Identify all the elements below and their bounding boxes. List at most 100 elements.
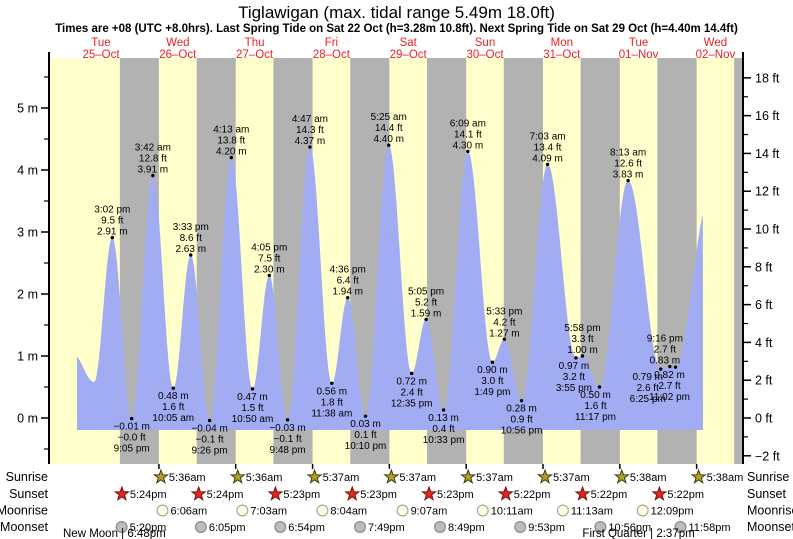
sunset-row-label: Sunset	[9, 487, 48, 501]
tide-annotation-high: 5:58 pm 3.3 ft 1.00 m	[564, 323, 600, 356]
tide-annotation-high: 4:47 am 14.3 ft 4.37 m	[292, 114, 328, 147]
tide-annotation-high: 5:25 am 14.4 ft 4.40 m	[371, 112, 407, 145]
sunrise-icon	[306, 468, 323, 484]
sunrise-time: 5:36am	[246, 472, 283, 484]
tide-annotation-low: 0.50 m 1.6 ft 11:17 pm	[575, 390, 616, 423]
tide-extreme-dot	[668, 364, 672, 369]
tide-extreme-dot	[659, 367, 663, 371]
tide-extreme-dot	[545, 162, 550, 167]
moonrise-time: 7:03am	[250, 506, 287, 518]
tide-annotation-high: 8:13 am 12.6 ft 3.83 m	[610, 148, 646, 181]
moonrise-icon	[396, 504, 409, 517]
day-label-date: 27–Oct	[236, 49, 274, 61]
right-axis-label: 18 ft	[755, 71, 780, 85]
moonrise-time: 9:07am	[411, 506, 448, 518]
tide-extreme-dot	[207, 418, 212, 423]
tide-annotation-high: 6:09 am 14.1 ft 4.30 m	[450, 118, 486, 151]
tide-annotation-low: 0.47 m 1.5 ft 10:50 am	[232, 392, 274, 425]
moonset-time: 6:54pm	[288, 522, 325, 534]
tide-annotation-high: 5:33 pm 4.2 ft 1.27 m	[486, 306, 522, 339]
tide-extreme-dot	[580, 354, 585, 358]
left-axis-label: 1 m	[17, 350, 38, 364]
moonset-icon	[434, 520, 447, 533]
moonset-time: 11:58pm	[688, 522, 730, 534]
tide-annotation-low: −0.01 m −0.0 ft 9:05 pm	[113, 422, 149, 455]
moonset-time: 9:53pm	[528, 522, 565, 534]
sunset-time: 5:24pm	[207, 489, 244, 501]
moon-phase-label: First Quarter | 2:37pm	[582, 528, 694, 539]
sunrise-icon	[152, 468, 170, 484]
tide-extreme-dot	[490, 360, 495, 364]
moonset-icon	[514, 520, 527, 533]
sunset-time: 5:22pm	[514, 489, 551, 501]
sunrise-row-label: Sunrise	[6, 470, 48, 484]
tide-curve	[77, 145, 703, 430]
tide-annotation-high: 9:16 pm 2.7 ft 0.83 m	[647, 334, 683, 367]
day-label-name: Thu	[245, 37, 265, 49]
tide-extreme-dot	[502, 337, 507, 341]
day-label-name: Mon	[551, 37, 573, 49]
moonset-time: 7:49pm	[368, 522, 405, 534]
sunrise-icon	[536, 468, 554, 484]
right-axis-label: 10 ft	[755, 223, 780, 237]
tide-extreme-dot	[250, 387, 255, 391]
day-label-date: 28–Oct	[313, 49, 351, 61]
right-axis-label: 6 ft	[755, 298, 773, 312]
night-band	[734, 58, 743, 464]
sunset-time: 5:24pm	[130, 489, 167, 501]
tide-extreme-dot	[229, 155, 233, 160]
day-label-name: Tue	[629, 37, 648, 49]
tide-extreme-dot	[285, 418, 290, 422]
tide-extreme-dot	[441, 408, 446, 412]
tide-extreme-dot	[110, 235, 115, 240]
day-label-date: 30–Oct	[466, 49, 504, 61]
right-axis-label: 0 ft	[755, 412, 773, 426]
sunset-time: 5:22pm	[591, 489, 628, 501]
day-label-date: 25–Oct	[82, 49, 120, 61]
sunset-icon	[344, 485, 361, 501]
day-label-name: Fri	[325, 37, 338, 49]
tide-extreme-dot	[574, 356, 578, 360]
moonset-icon	[194, 520, 207, 533]
moonrise-time: 8:04am	[330, 506, 367, 518]
sunset-row-label-right: Sunset	[747, 487, 786, 501]
sunset-time: 5:23pm	[437, 489, 474, 501]
sunrise-icon	[690, 468, 707, 484]
moonrise-row-label-right: Moonrise	[747, 504, 793, 518]
right-axis-label: 16 ft	[755, 109, 780, 123]
moonrise-icon	[236, 504, 249, 517]
moonrise-time: 12:09pm	[651, 506, 694, 518]
tide-annotation-low: 0.48 m 1.6 ft 10:05 am	[152, 391, 194, 424]
sunrise-row-label-right: Sunrise	[747, 470, 789, 484]
sunset-time: 5:22pm	[667, 489, 704, 501]
tide-annotation-high: 3:02 pm 9.5 ft 2.91 m	[94, 205, 130, 238]
tide-annotation-high: 4:36 pm 6.4 ft 1.94 m	[330, 265, 366, 298]
sunset-icon	[651, 485, 668, 501]
moonset-time: 8:49pm	[448, 522, 485, 534]
moonrise-icon	[636, 504, 649, 517]
left-axis-label: 5 m	[17, 102, 38, 116]
right-axis-label: 2 ft	[755, 374, 773, 388]
moonset-time: 5:20pm	[130, 522, 167, 534]
moon-phase-label: New Moon | 6:48pm	[63, 528, 166, 539]
moonset-icon	[115, 520, 128, 533]
moonset-icon	[274, 520, 287, 533]
right-axis-label: 14 ft	[755, 147, 780, 161]
tide-annotation-low: 0.13 m 0.4 ft 10:33 pm	[423, 413, 465, 446]
moonset-time: 10:56pm	[608, 522, 651, 534]
sunrise-time: 5:36am	[169, 472, 206, 484]
sunrise-time: 5:37am	[553, 472, 590, 484]
tide-extreme-dot	[626, 178, 630, 183]
sunrise-time: 5:37am	[399, 472, 436, 484]
moonset-time: 6:05pm	[209, 522, 246, 534]
tide-annotation-low: 0.97 m 3.2 ft 3:55 pm	[556, 361, 592, 394]
tide-extreme-dot	[151, 173, 155, 178]
right-axis-label: 12 ft	[755, 185, 780, 199]
left-axis-label: 0 m	[17, 412, 38, 426]
sunrise-icon	[383, 468, 400, 484]
left-axis-label: 2 m	[17, 288, 38, 302]
sunset-icon	[574, 485, 591, 501]
sunset-icon	[113, 485, 130, 501]
tide-annotation-low: 0.79 m 2.6 ft 6:25 pm	[630, 372, 666, 405]
